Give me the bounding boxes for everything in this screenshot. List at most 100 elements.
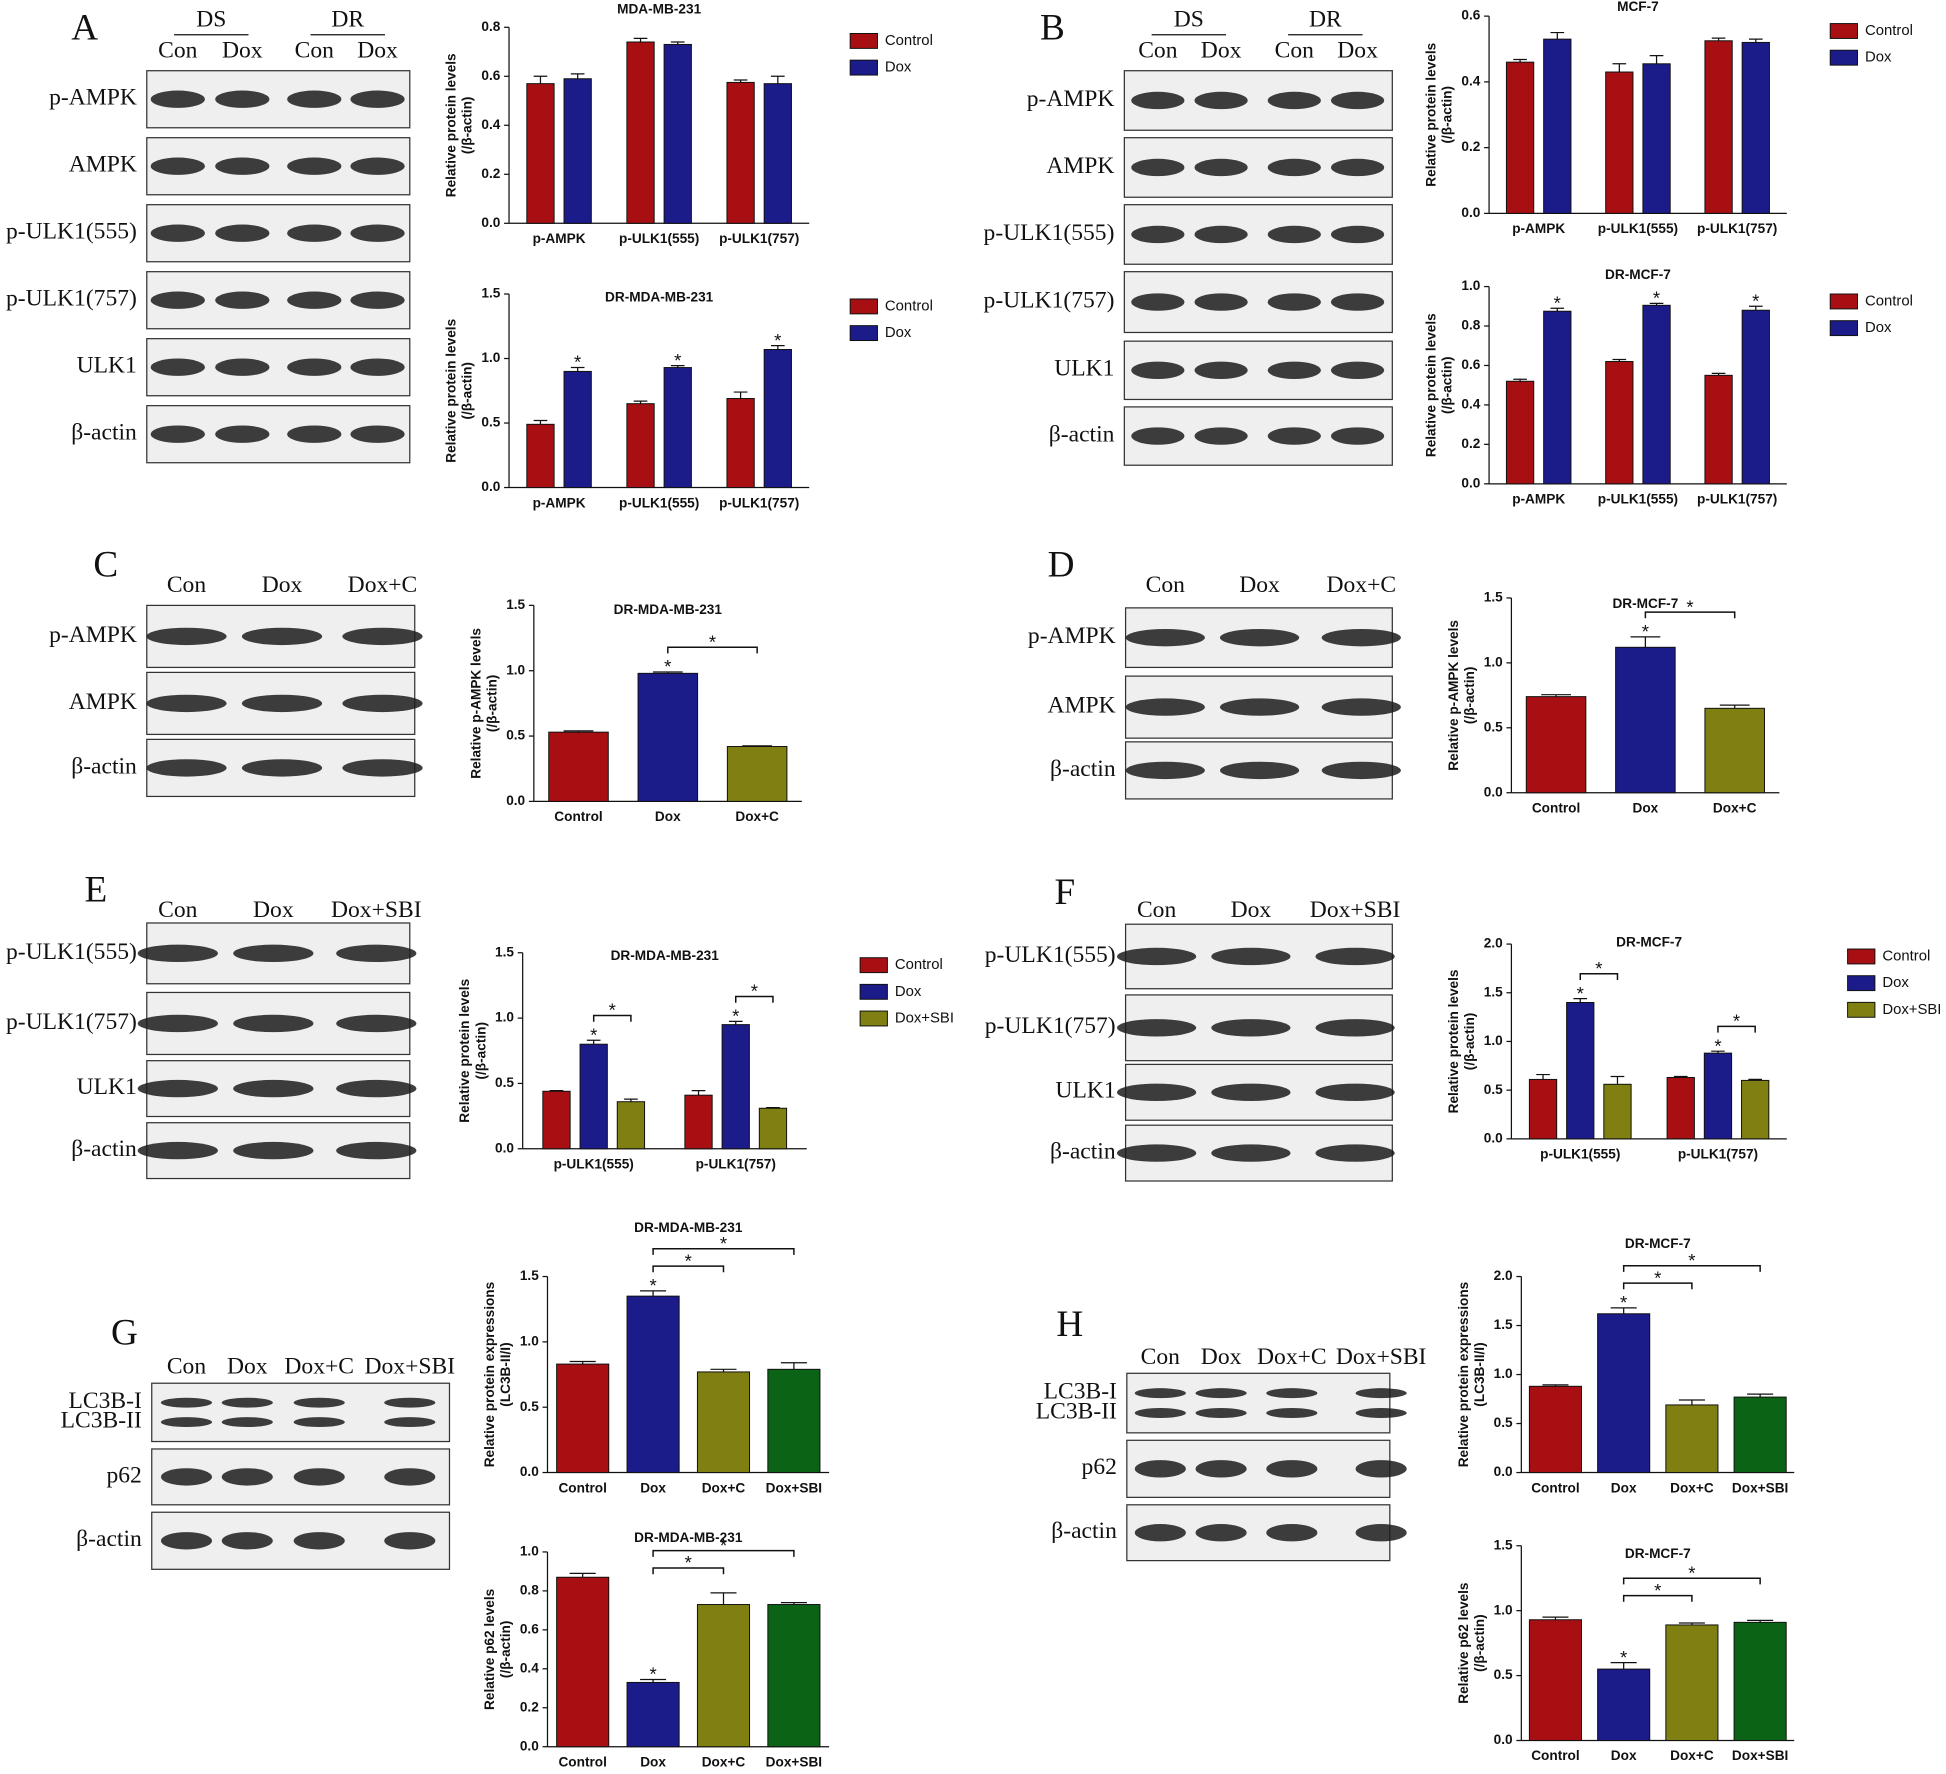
x-tick-label: Dox <box>655 809 681 824</box>
bar <box>1615 646 1676 794</box>
chart-title: DR-MCF-7 <box>1616 934 1682 949</box>
bar <box>763 83 792 224</box>
blot-band <box>1267 293 1321 311</box>
lane-label: Dox+C <box>1257 1344 1327 1370</box>
significance-star: * <box>664 656 671 677</box>
significance-star: * <box>1620 1292 1627 1313</box>
significance-star: * <box>1653 288 1660 309</box>
blot-band <box>150 358 205 376</box>
significance-star: * <box>674 350 681 371</box>
y-axis-label: (LC3B-II/I) <box>498 1342 513 1406</box>
chart-title: DR-MCF-7 <box>1625 1546 1691 1561</box>
row-label: p-ULK1(757) <box>985 1013 1116 1039</box>
blot-band <box>1315 1083 1395 1101</box>
bar <box>526 423 555 489</box>
y-tick-label: 0.0 <box>506 793 525 808</box>
y-tick-label: 0.0 <box>1484 1130 1503 1145</box>
error-bar <box>633 400 648 404</box>
bar <box>548 731 609 802</box>
x-tick-label: Dox+C <box>735 809 779 824</box>
blot-band <box>1315 1019 1395 1037</box>
x-tick-label: p-ULK1(757) <box>1678 1147 1758 1162</box>
error-bar <box>1748 1078 1762 1081</box>
bar <box>563 78 592 224</box>
bar <box>663 367 692 489</box>
significance-star: * <box>720 1233 727 1254</box>
group-label: DR <box>331 6 364 32</box>
significance-star: * <box>709 631 716 652</box>
error-bar <box>1711 1050 1725 1054</box>
bar <box>1704 707 1765 794</box>
row-label: p-ULK1(757) <box>984 287 1115 313</box>
y-axis-label: (/β-actin) <box>460 97 475 155</box>
error-bar <box>1649 302 1664 306</box>
blot-band <box>150 224 205 242</box>
y-tick-label: 0.4 <box>1461 397 1480 412</box>
blot-band <box>1267 158 1321 177</box>
bar <box>1733 1396 1787 1474</box>
bar <box>1741 41 1770 214</box>
error-bar <box>710 1592 737 1605</box>
y-axis-label: Relative protein levels <box>444 53 459 197</box>
x-tick-label: Dox+C <box>1670 1480 1714 1495</box>
bar <box>1741 309 1770 485</box>
error-bar <box>569 1360 596 1365</box>
blot-band <box>146 694 227 713</box>
legend-swatch <box>849 32 878 49</box>
row-label: p-ULK1(555) <box>6 219 137 245</box>
blot-band <box>137 1079 218 1098</box>
bar <box>721 1024 750 1150</box>
blot-band <box>1194 293 1248 311</box>
lane-label: Con <box>1141 1344 1180 1370</box>
lane-label: Dox <box>1239 572 1280 598</box>
bar <box>758 1107 788 1150</box>
x-tick-label: Dox+SBI <box>766 1480 822 1495</box>
bar <box>1505 380 1535 485</box>
legend-label: Dox+SBI <box>895 1010 954 1026</box>
blot-band <box>1315 947 1395 966</box>
bar <box>626 41 655 224</box>
error-bar <box>1678 1399 1705 1405</box>
panel-letter: C <box>93 545 118 586</box>
blot-band <box>1117 1083 1197 1101</box>
blot-band <box>221 1397 273 1408</box>
x-tick-label: Control <box>558 1480 606 1495</box>
lane-label: Con <box>1275 38 1314 64</box>
y-tick-label: 0.2 <box>1461 436 1480 451</box>
row-label: p-AMPK <box>49 622 137 648</box>
blot-band <box>1331 361 1385 379</box>
chart-title: MDA-MB-231 <box>617 2 701 17</box>
row-label: β-actin <box>1049 421 1115 447</box>
significance-star: * <box>1752 290 1759 311</box>
blot-band <box>336 1079 417 1098</box>
lane-label: Con <box>1146 572 1185 598</box>
error-bar <box>1612 358 1627 362</box>
error-bar <box>780 1362 807 1370</box>
row-label: β-actin <box>1050 756 1116 782</box>
row-label: p-ULK1(757) <box>6 1009 137 1035</box>
lane-label: Dox+SBI <box>1336 1344 1427 1370</box>
blot-band <box>1194 361 1248 379</box>
y-tick-label: 0.5 <box>1494 1667 1513 1682</box>
y-tick-label: 0.5 <box>506 728 525 743</box>
bar <box>556 1576 610 1748</box>
error-bar <box>1747 1393 1774 1398</box>
bar <box>1543 38 1572 214</box>
error-bar <box>1711 37 1726 41</box>
error-bar <box>640 1678 667 1683</box>
error-bar <box>780 1601 807 1605</box>
blot-band <box>146 627 227 646</box>
y-tick-label: 1.5 <box>1494 1317 1513 1332</box>
legend-label: Dox <box>1865 50 1892 66</box>
blot-band <box>150 90 205 108</box>
blot-band <box>1131 427 1185 445</box>
x-tick-label: p-ULK1(757) <box>719 495 799 510</box>
significance-bracket <box>592 1014 632 1022</box>
bar <box>1528 1078 1558 1140</box>
lane-label: Dox+SBI <box>365 1354 456 1380</box>
blot-band <box>1267 91 1321 110</box>
blot-band <box>342 694 423 713</box>
blot-band <box>215 157 270 175</box>
y-axis-label: (/β-actin) <box>1462 1013 1477 1071</box>
